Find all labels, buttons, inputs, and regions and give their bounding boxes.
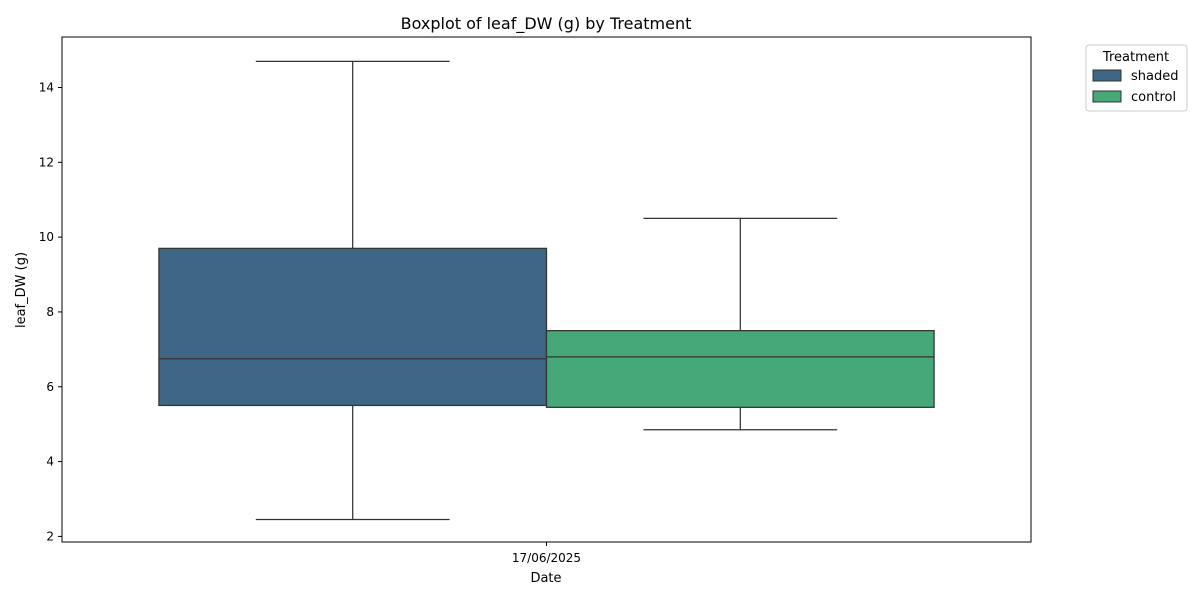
y-tick-label: 14 xyxy=(39,81,54,95)
y-axis-ticks: 2 4 6 8 10 12 14 xyxy=(39,81,62,543)
y-tick-label: 10 xyxy=(39,230,54,244)
y-tick-label: 2 xyxy=(46,529,54,543)
x-axis-label: Date xyxy=(530,571,561,586)
x-tick-label: 17/06/2025 xyxy=(512,551,581,565)
box-shaded xyxy=(158,60,548,521)
legend-label-control: control xyxy=(1131,90,1176,105)
box-group xyxy=(158,60,935,521)
legend-swatch-shaded xyxy=(1092,69,1122,82)
y-axis-label: leaf_DW (g) xyxy=(14,252,29,328)
legend-items: shaded control xyxy=(1092,69,1178,105)
legend-swatch-control xyxy=(1092,90,1122,103)
legend-label-shaded: shaded xyxy=(1131,69,1178,84)
box-body xyxy=(158,247,548,407)
box-body xyxy=(545,330,935,408)
y-tick-label: 12 xyxy=(39,155,54,169)
y-tick-label: 4 xyxy=(46,455,54,469)
y-tick-label: 6 xyxy=(46,380,54,394)
legend: Treatment shaded control xyxy=(1085,44,1188,112)
x-axis-ticks: 17/06/2025 xyxy=(512,542,581,565)
legend-title: Treatment xyxy=(1102,50,1169,65)
chart-title: Boxplot of leaf_DW (g) by Treatment xyxy=(401,14,692,34)
box-control xyxy=(545,217,935,431)
y-tick-label: 8 xyxy=(46,305,54,319)
